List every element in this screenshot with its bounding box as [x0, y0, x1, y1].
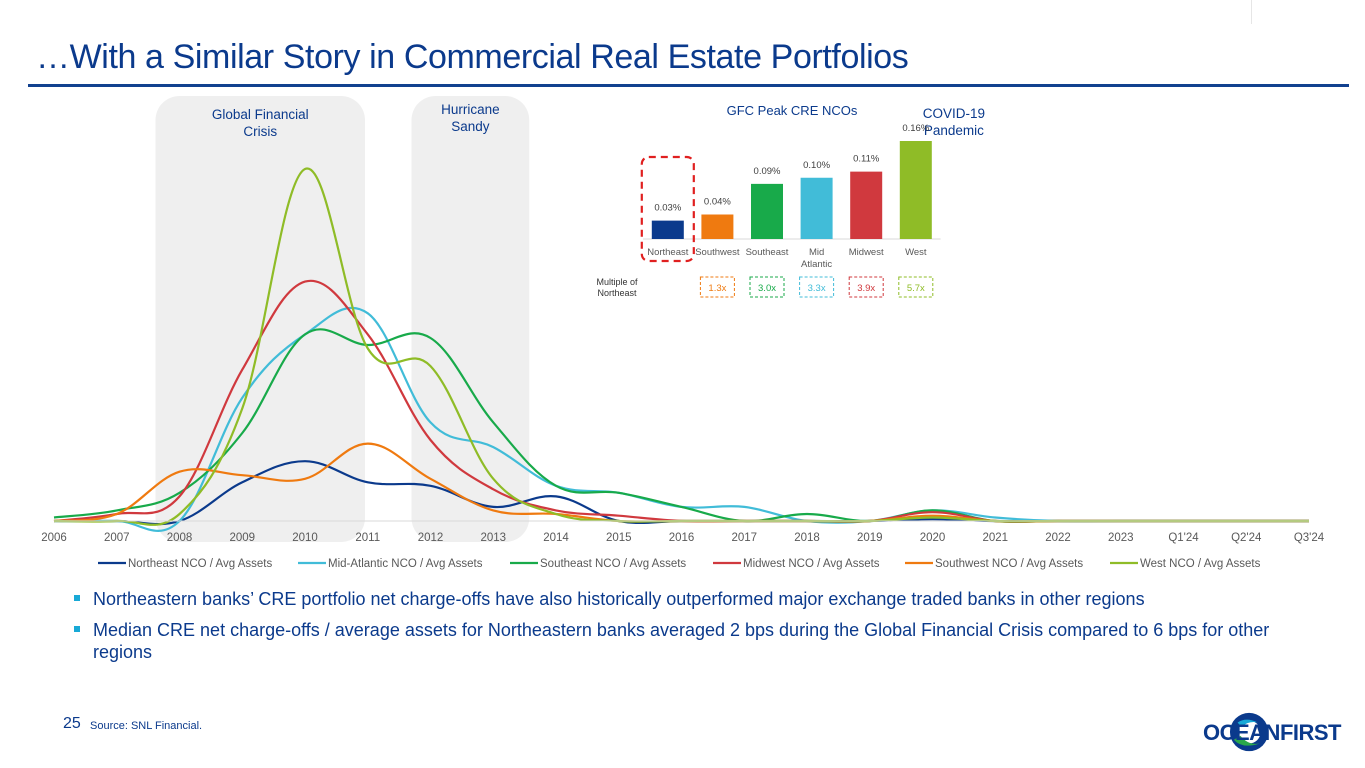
- inset-bar: [850, 171, 883, 239]
- bullet-item: Median CRE net charge-offs / average ass…: [74, 619, 1274, 663]
- x-tick-label: 2023: [1108, 532, 1134, 544]
- legend-label: Southeast NCO / Avg Assets: [540, 558, 686, 570]
- page-number: 25: [63, 715, 81, 732]
- multiple-label: Northeast: [597, 288, 637, 298]
- x-tick-label: Q1'24: [1168, 532, 1199, 544]
- x-tick-label: 2016: [669, 532, 695, 544]
- inset-bar-value: 0.04%: [704, 197, 731, 208]
- x-tick-label: 2007: [104, 532, 130, 544]
- event-band-label: Hurricane: [441, 102, 500, 117]
- bullet-marker: [74, 595, 80, 601]
- multiple-value: 1.3x: [708, 283, 726, 294]
- event-band-label: Global Financial: [212, 107, 309, 122]
- inset-bar: [751, 183, 783, 239]
- multiple-box: [699, 276, 735, 298]
- multiple-value: 3.0x: [758, 283, 776, 294]
- bullet-list: Northeastern banks’ CRE portfolio net ch…: [74, 588, 1274, 672]
- gfc-peak-bar-chart: GFC Peak CRE NCOs 0.03% Northeast 0.04% Sout…: [596, 103, 941, 298]
- highlight-box: [640, 155, 695, 263]
- title-underline: [28, 84, 1349, 87]
- multiple-box: [799, 276, 835, 298]
- x-tick-label: 2006: [41, 532, 67, 544]
- inset-bar: [701, 214, 734, 239]
- legend-label: Mid-Atlantic NCO / Avg Assets: [328, 558, 483, 570]
- inset-category-label: West: [905, 247, 927, 258]
- x-tick-label: 2008: [167, 532, 193, 544]
- inset-category-label: Southeast: [746, 247, 789, 258]
- inset-title: GFC Peak CRE NCOs: [727, 103, 858, 118]
- x-tick-label: 2011: [355, 532, 380, 544]
- x-tick-label: 2020: [920, 532, 946, 544]
- event-band-label: Sandy: [451, 119, 490, 134]
- inset-bar-value: 0.11%: [853, 154, 880, 165]
- bullet-text: Median CRE net charge-offs / average ass…: [93, 620, 1270, 662]
- multiple-box: [898, 276, 934, 298]
- inset-category-label: Northeast: [647, 247, 689, 258]
- cre-nco-chart: Global Financial Crisis Hurricane Sandy COVI…: [41, 96, 1325, 570]
- legend-label: Midwest NCO / Avg Assets: [743, 558, 880, 570]
- source-note: Source: SNL Financial.: [90, 720, 203, 732]
- bullet-text: Northeastern banks’ CRE portfolio net ch…: [93, 589, 1145, 609]
- event-band-label: COVID-19: [923, 106, 985, 121]
- x-tick-label: 2014: [543, 532, 569, 544]
- inset-category-label: Mid: [809, 247, 824, 258]
- inset-bar: [651, 220, 684, 239]
- x-tick-label: 2019: [857, 532, 883, 544]
- logo-wordmark: OCEANFIRST: [1203, 720, 1342, 745]
- inset-category-label: Atlantic: [801, 259, 832, 270]
- x-tick-label: 2018: [794, 532, 820, 544]
- x-tick-label: 2010: [292, 532, 318, 544]
- x-tick-label: Q3'24: [1294, 532, 1325, 544]
- legend-label: Northeast NCO / Avg Assets: [128, 558, 272, 570]
- chart-legend: Northeast NCO / Avg Assets Mid-Atlantic N…: [98, 558, 1261, 570]
- inset-bar-value: 0.10%: [803, 160, 830, 171]
- multiple-box: [848, 276, 884, 298]
- event-band: [155, 96, 365, 542]
- inset-bar-value: 0.09%: [754, 166, 781, 177]
- inset-category-label: Southwest: [695, 247, 740, 258]
- x-tick-label: 2017: [731, 532, 757, 544]
- inset-bar: [800, 177, 833, 239]
- multiple-label: Multiple of: [596, 277, 638, 287]
- x-axis: 2006 2007 2008 2009 2010 2011 2012 2013 2014 2015…: [41, 520, 1325, 544]
- event-band-label: Pandemic: [924, 123, 984, 138]
- x-tick-label: 2009: [229, 532, 255, 544]
- oceanfirst-logo: [1229, 712, 1269, 752]
- x-tick-label: 2013: [480, 532, 506, 544]
- top-divider: [1251, 0, 1252, 24]
- multiple-value: 5.7x: [907, 283, 925, 294]
- x-tick-label: 2022: [1045, 532, 1071, 544]
- inset-bar-value: 0.16%: [902, 123, 929, 134]
- multiple-value: 3.3x: [808, 283, 826, 294]
- x-tick-label: 2021: [982, 532, 1008, 544]
- event-band-label: Crisis: [243, 124, 277, 139]
- legend-label: West NCO / Avg Assets: [1140, 558, 1261, 570]
- slide-title: …With a Similar Story in Commercial Real…: [36, 38, 909, 76]
- multiple-box: [749, 276, 785, 298]
- inset-bar: [899, 141, 932, 239]
- multiple-value: 3.9x: [857, 283, 875, 294]
- bullet-item: Northeastern banks’ CRE portfolio net ch…: [74, 588, 1274, 610]
- inset-category-label: Midwest: [849, 247, 884, 258]
- x-tick-label: Q2'24: [1231, 532, 1262, 544]
- bullet-marker: [74, 626, 80, 632]
- legend-label: Southwest NCO / Avg Assets: [935, 558, 1083, 570]
- inset-bar-value: 0.03%: [654, 203, 681, 214]
- x-tick-label: 2012: [418, 532, 444, 544]
- x-tick-label: 2015: [606, 532, 632, 544]
